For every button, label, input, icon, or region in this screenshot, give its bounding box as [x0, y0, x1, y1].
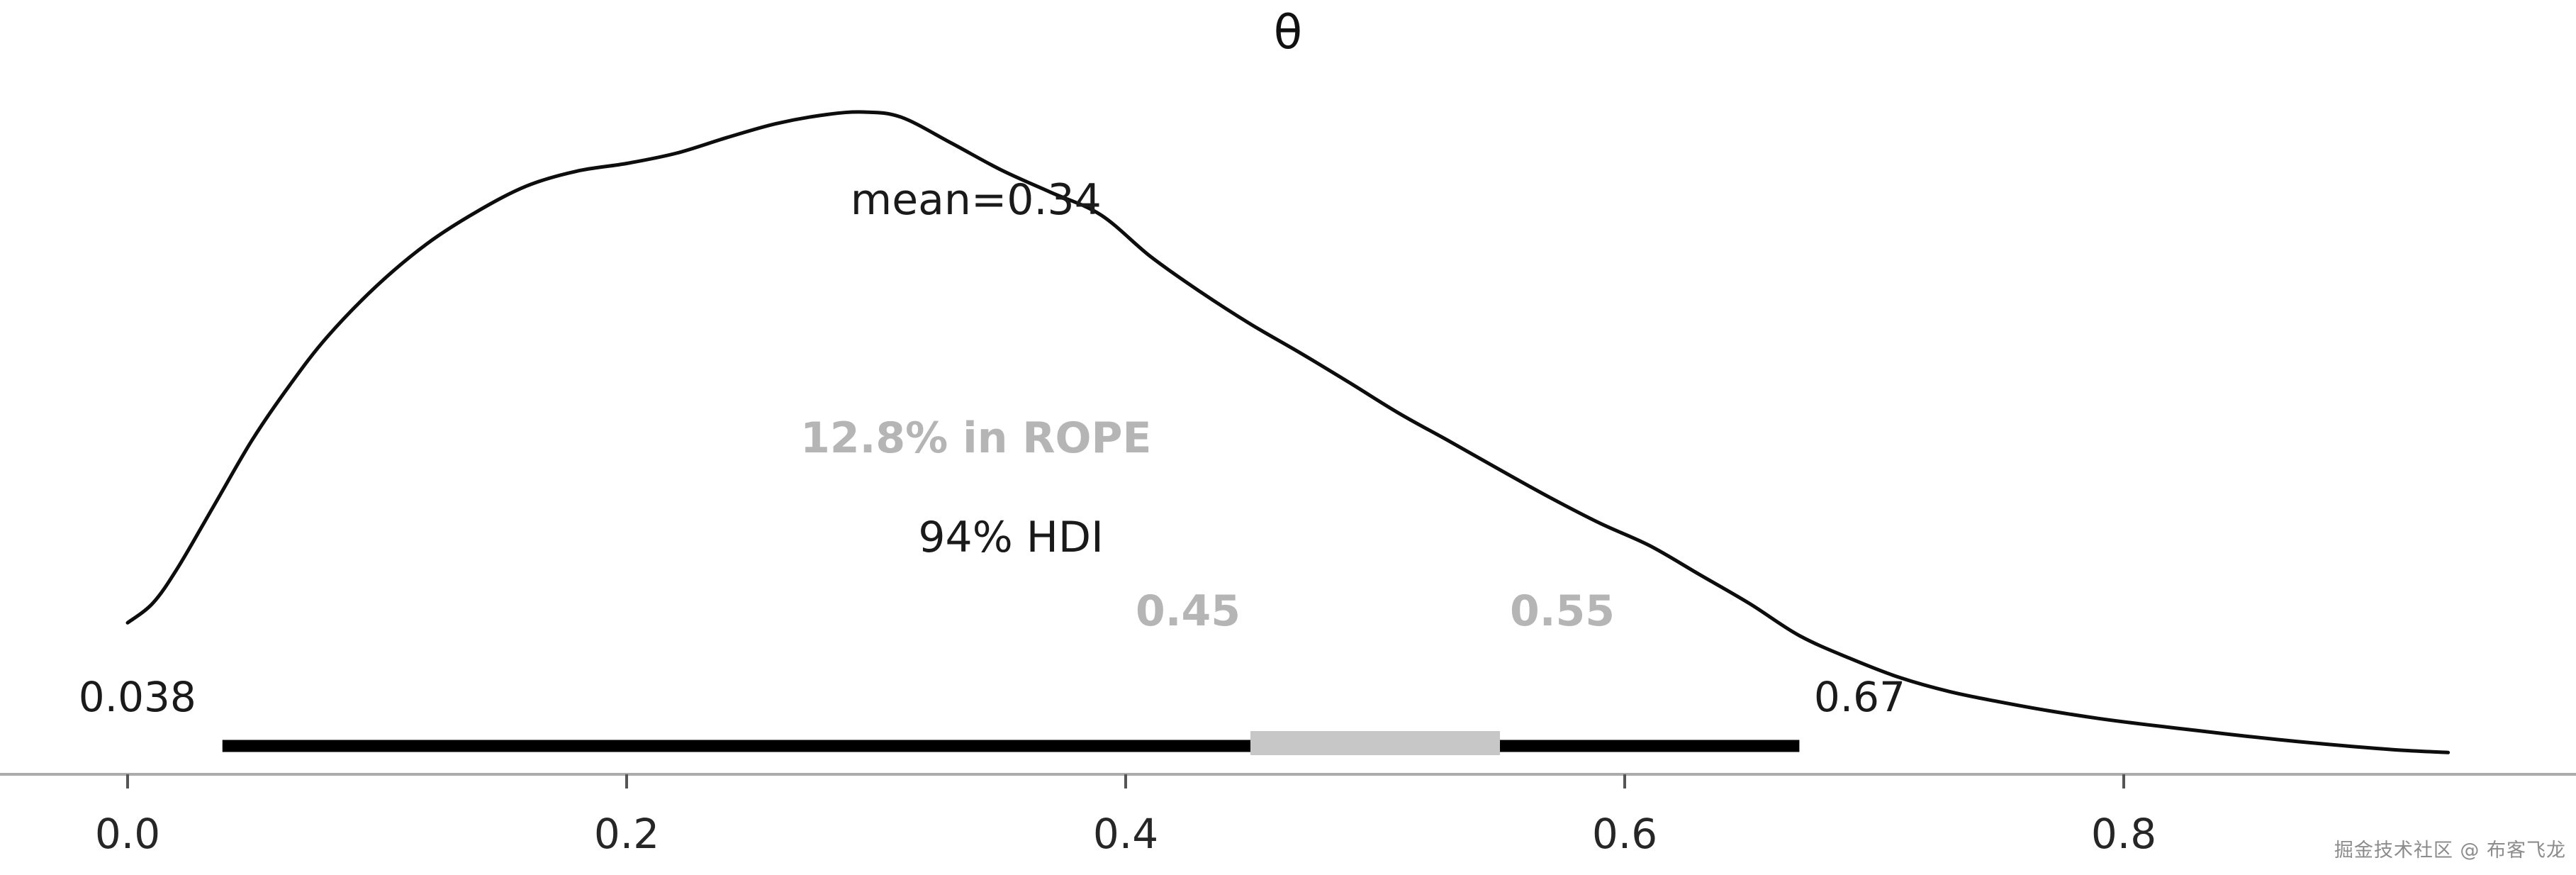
x-tick-label: 0.0 [95, 810, 160, 858]
hdi-prob-label: 94% HDI [918, 513, 1103, 562]
rope-percent-label: 12.8% in ROPE [800, 413, 1151, 463]
rope-high-label: 0.55 [1510, 586, 1615, 636]
rope-low-label: 0.45 [1136, 586, 1241, 636]
x-tick-label: 0.6 [1592, 810, 1657, 858]
watermark-text: 掘金技术社区 @ 布客飞龙 [2334, 840, 2566, 862]
plot-title: θ [1273, 5, 1303, 60]
hdi-high-label: 0.67 [1814, 673, 1905, 721]
mean-label: mean=0.34 [851, 175, 1102, 225]
x-tick-label: 0.4 [1093, 810, 1158, 858]
x-tick-label: 0.8 [2091, 810, 2156, 858]
kde-curve [125, 110, 2451, 754]
hdi-low-label: 0.038 [79, 673, 196, 721]
x-tick-label: 0.2 [594, 810, 659, 858]
rope-bar [1250, 731, 1500, 755]
